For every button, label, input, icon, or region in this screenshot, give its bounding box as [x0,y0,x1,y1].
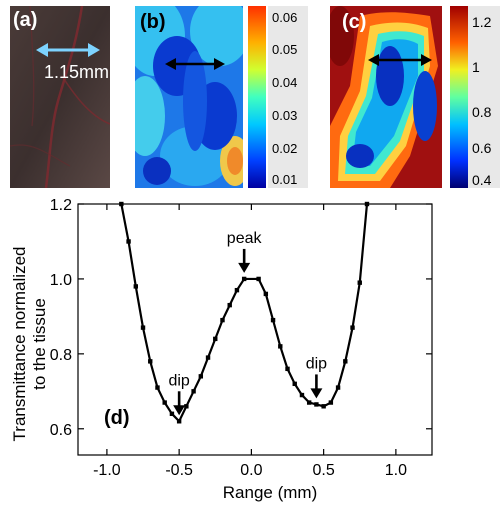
y-axis-label: Transmittance normalized to the tissue [10,247,49,442]
data-point [256,276,261,282]
data-point [299,392,305,398]
data-point [227,302,232,308]
colorbar-c-tick: 1.2 [472,14,492,30]
data-point [263,291,269,297]
data-point [198,374,204,379]
panel-a-label: (a) [13,9,38,31]
colorbar-c-tick: 0.8 [472,104,492,120]
data-point [306,400,312,405]
data-point [343,359,348,364]
colorbar-b-tick: 0.03 [272,108,298,123]
colorbar-b-ticks: 0.06 0.05 0.04 0.03 0.02 0.01 [268,6,308,188]
heatmap-c [330,6,442,188]
x-tick-label: -1.0 [93,462,121,479]
annotation-label: peak [227,230,263,247]
colorbar-c-tick: 0.4 [472,172,492,188]
data-point [314,402,319,407]
colorbar-b-tick: 0.02 [272,141,298,156]
panel-c-label: (c) [342,11,367,33]
colorbar-b-tick: 0.06 [272,10,298,25]
data-point [184,404,189,409]
panel-b-label: (b) [140,11,166,33]
data-point [155,385,160,390]
y-tick-label: 0.6 [50,422,72,439]
data-point [234,287,240,293]
y-tick-label: 0.8 [50,347,72,364]
data-point [169,411,175,416]
x-axis-label: Range (mm) [223,483,317,502]
x-tick-label: 0.5 [313,462,335,479]
y-tick-label: 1.2 [50,197,72,214]
scale-bar-arrow [36,43,100,57]
data-point [321,404,326,409]
annotation-arrow-head [310,388,323,399]
width-arrow-c [368,54,432,66]
tissue-photo-panel [10,6,110,188]
colorbar-c-tick: 0.6 [472,140,492,156]
colorbar-b-tick: 0.04 [272,75,298,90]
colorbar-b-tick: 0.01 [272,172,298,187]
data-point [292,381,297,387]
y-axis-label-line-1: Transmittance normalized [10,247,29,442]
data-point [148,359,153,364]
data-point [191,389,196,394]
annotation-label: dip [306,355,327,372]
scale-bar-label: 1.15mm [44,62,110,82]
data-point [119,201,124,207]
x-tick-label: -0.5 [165,462,193,479]
data-point [176,419,182,424]
data-point [213,336,218,342]
data-point [162,400,167,405]
data-point [133,284,138,289]
colorbar-c-ticks: 1.2 1 0.8 0.6 0.4 [468,6,500,188]
data-point [328,400,334,405]
colorbar-c [450,6,468,188]
transmittance-chart: Transmittance normalized to the tissue R… [10,197,433,502]
width-arrow-b [165,58,225,70]
annotation-label: dip [168,372,189,389]
colorbar-c-tick: 1 [472,59,480,75]
plot-frame [77,203,433,456]
y-axis-label-line-2: to the tissue [30,298,49,390]
data-point [241,276,247,282]
y-tick-label: 1.0 [50,272,72,289]
annotation-arrow-head [238,262,251,273]
data-line [120,203,369,424]
data-point [140,325,146,330]
data-point [278,344,283,349]
data-point [364,201,370,207]
data-point [270,317,276,323]
panel-d-label: (d) [104,407,130,429]
data-point [126,239,131,244]
data-point [220,317,225,323]
x-tick-label: 0.0 [240,462,262,479]
data-point [350,325,355,330]
data-point [205,355,211,360]
colorbar-b-tick: 0.05 [272,42,298,57]
data-point [335,385,341,390]
annotation-arrow-head [173,405,186,416]
data-point [357,280,362,285]
colorbar-b [248,6,266,188]
data-point [285,366,290,372]
heatmap-b [135,6,243,188]
x-tick-label: 1.0 [385,462,407,479]
